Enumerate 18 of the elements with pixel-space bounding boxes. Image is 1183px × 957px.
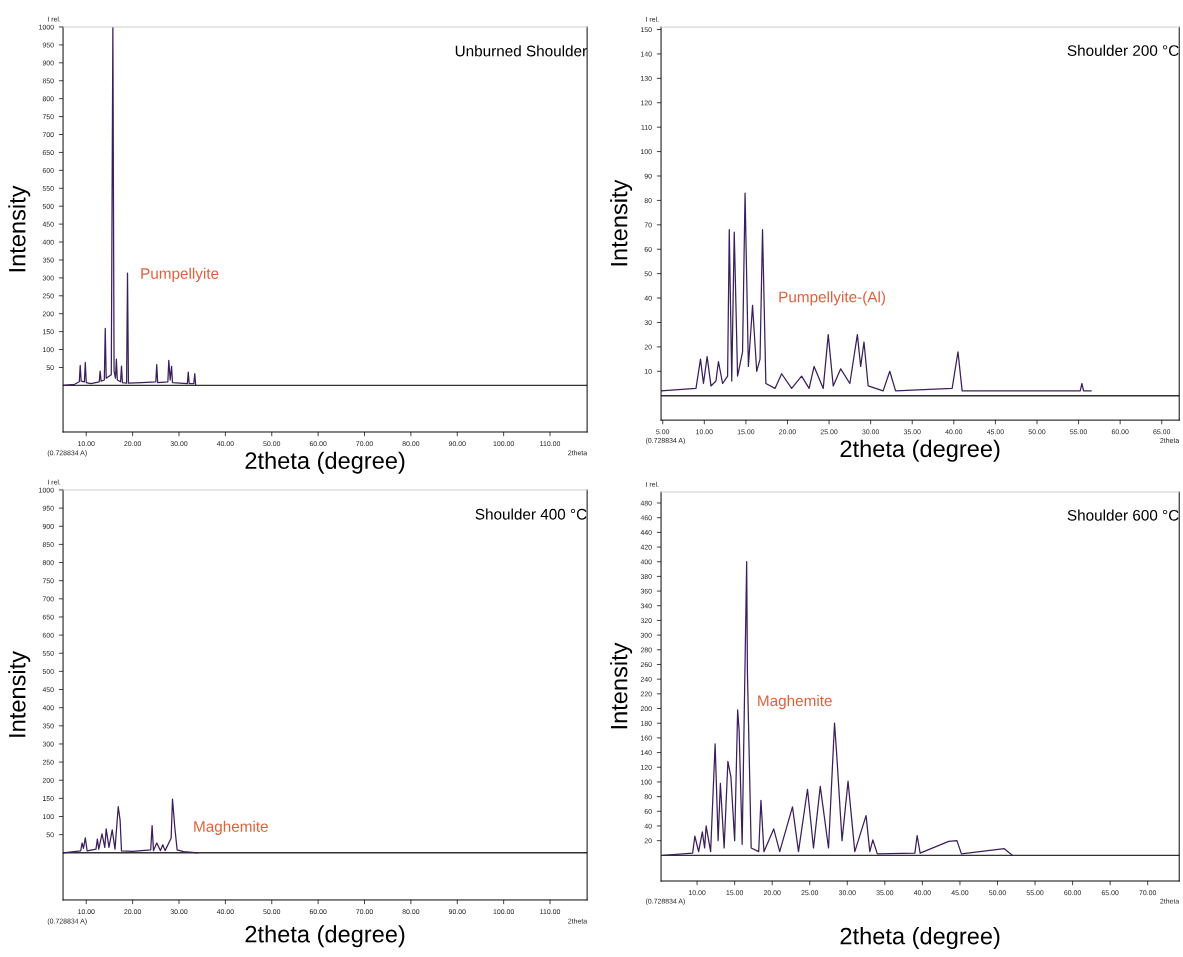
y-axis-title: Intensity xyxy=(610,179,633,266)
y-axis-title: Intensity xyxy=(8,651,31,737)
annotation: Pumpellyite-(Al) xyxy=(779,291,886,306)
x-axis-title: 2theta (degree) xyxy=(840,927,1000,950)
x-axis-title: 2theta (degree) xyxy=(245,451,405,474)
text: Shoulder 600 °C xyxy=(1067,509,1179,521)
line-series xyxy=(661,192,1092,392)
y-axis-title: Intensity xyxy=(8,185,31,272)
x-axis-title: 2theta (degree) xyxy=(245,925,405,948)
annotation: Maghemite xyxy=(194,820,268,835)
annotation: Maghemite xyxy=(758,694,832,710)
text: Shoulder 200 °C xyxy=(1067,44,1179,56)
x-axis-title: 2theta (degree) xyxy=(840,439,1000,462)
text: Unburned Shoulder xyxy=(455,45,587,57)
y-axis-title: Intensity xyxy=(610,642,633,729)
line-series xyxy=(662,561,1014,856)
text: Shoulder 400 °C xyxy=(475,508,587,520)
annotation: Pumpellyite xyxy=(141,267,219,282)
